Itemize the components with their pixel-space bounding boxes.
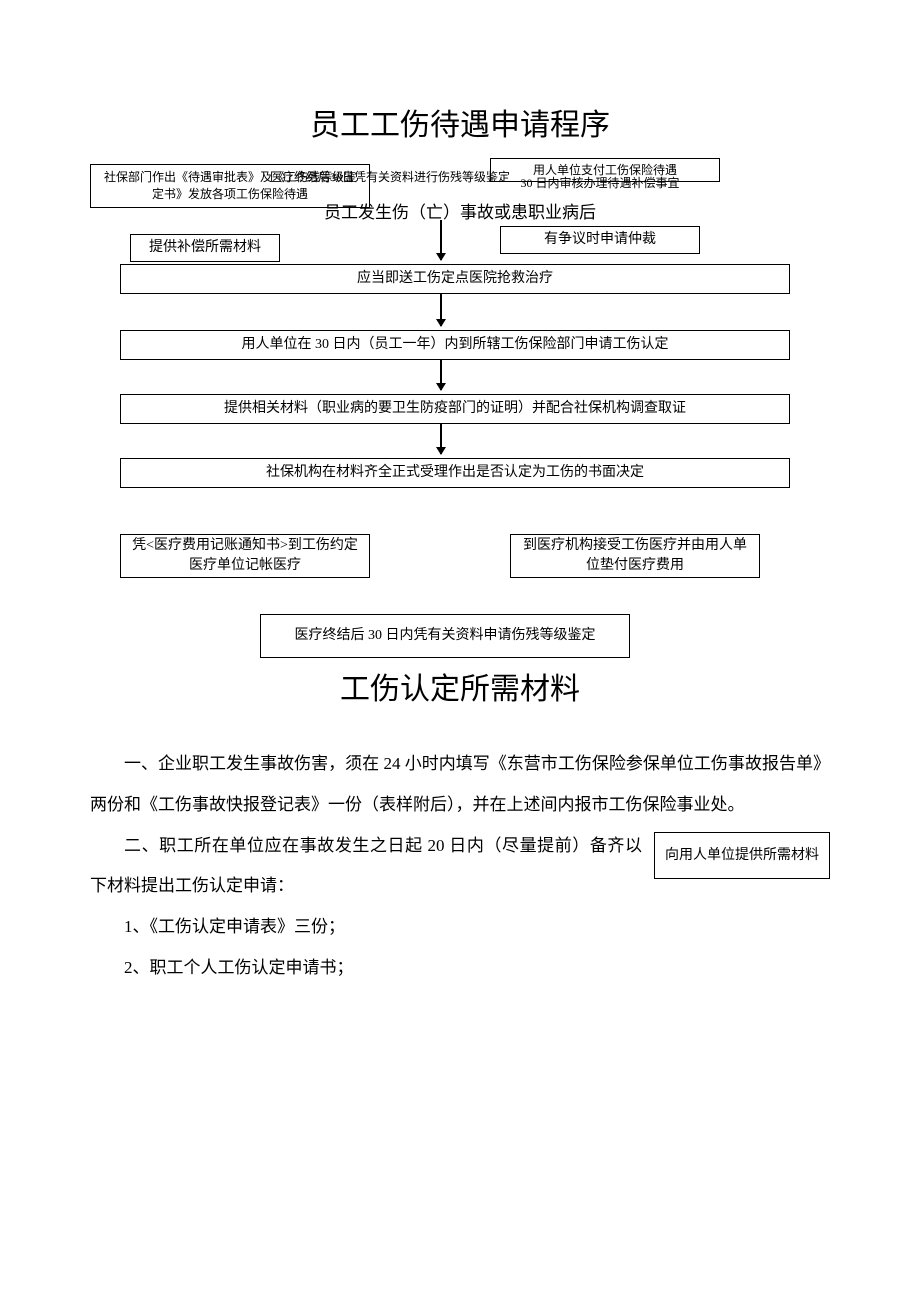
arrow-icon [440,360,442,390]
flow-box-supp2: 有争议时申请仲裁 [500,226,700,254]
flow-branch-right: 到医疗机构接受工伤医疗并由用人单位垫付医疗费用 [510,534,760,578]
page-title-2: 工伤认定所需材料 [90,664,830,708]
flow-step-1: 员工发生伤（亡）事故或患职业病后 [280,198,640,223]
arrow-icon [440,294,442,326]
flow-text-overlap-d: 30 日内审核办理待遇补偿事宜 [470,174,730,191]
flow-step-4: 提供相关材料（职业病的要卫生防疫部门的证明）并配合社保机构调查取证 [120,394,790,424]
page-title-1: 员工工伤待遇申请程序 [90,100,830,144]
float-box-materials: 向用人单位提供所需材料 [654,832,830,880]
list-item-1: 1、《工伤认定申请表》三份； [90,907,830,948]
flowchart: 社保部门作出《待遇审批表》及《工伤残等级鉴定书》发放各项工伤保险待遇 医疗终结后… [90,154,830,734]
document-body: 一、企业职工发生事故伤害，须在 24 小时内填写《东营市工伤保险参保单位工伤事故… [90,744,830,989]
paragraph-1: 一、企业职工发生事故伤害，须在 24 小时内填写《东营市工伤保险参保单位工伤事故… [90,744,830,826]
flow-step-3: 用人单位在 30 日内（员工一年）内到所辖工伤保险部门申请工伤认定 [120,330,790,360]
arrow-icon [440,424,442,454]
flow-step-6: 医疗终结后 30 日内凭有关资料申请伤残等级鉴定 [260,614,630,658]
flow-branch-left: 凭<医疗费用记账通知书>到工伤约定医疗单位记帐医疗 [120,534,370,578]
arrow-icon [440,220,442,260]
list-item-2: 2、职工个人工伤认定申请书； [90,948,830,989]
flow-box-supp1: 提供补偿所需材料 [130,234,280,262]
flow-step-2: 应当即送工伤定点医院抢救治疗 [120,264,790,294]
flow-step-5: 社保机构在材料齐全正式受理作出是否认定为工伤的书面决定 [120,458,790,488]
